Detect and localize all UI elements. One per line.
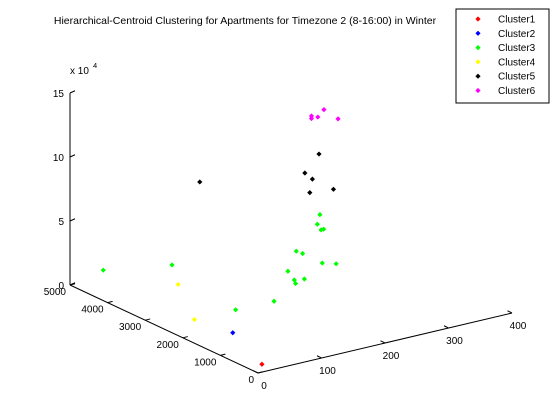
z-tick-mark (69, 218, 76, 222)
x-tick-mark (443, 325, 449, 329)
data-point-cluster6 (308, 113, 315, 119)
legend-marker-cluster5 (475, 73, 481, 79)
x-tick-mark (253, 370, 259, 374)
data-point-cluster3 (317, 212, 323, 218)
legend-label-cluster6: Cluster6 (498, 86, 536, 97)
data-point-cluster5 (302, 170, 308, 176)
data-point-cluster3 (314, 221, 320, 227)
chart-title: Hierarchical-Centroid Clustering for Apa… (54, 15, 437, 27)
x-tick-label: 100 (319, 366, 336, 377)
x-tick-label: 400 (510, 321, 527, 332)
data-point-cluster3 (319, 260, 325, 266)
legend-marker-cluster1 (475, 16, 481, 22)
legend-marker-cluster4 (475, 59, 481, 65)
legend-marker-cluster3 (475, 45, 481, 51)
y-tick-label: 3000 (119, 322, 142, 333)
legend-label-cluster4: Cluster4 (498, 57, 536, 68)
y-tick-label: 0 (248, 375, 254, 386)
z-multiplier-exponent: 4 (93, 61, 97, 70)
z-tick-mark (69, 90, 76, 94)
legend-marker-cluster2 (475, 30, 481, 36)
z-tick-label: 0 (58, 281, 64, 292)
y-tick-mark (145, 318, 151, 321)
x-tick-label: 0 (261, 381, 267, 392)
z-multiplier-label: x 10 4 (70, 61, 97, 77)
legend-box (455, 8, 550, 104)
y-tick-mark (257, 371, 264, 374)
y-tick-label: 5000 (44, 287, 67, 298)
data-point-cluster2 (230, 330, 236, 336)
x-tick-label: 200 (383, 351, 400, 362)
data-point-cluster6 (335, 116, 341, 122)
legend-marker-cluster6 (475, 87, 481, 94)
x-tick-mark (380, 340, 386, 344)
z-multiplier-base: x 10 (70, 66, 89, 77)
legend-label-cluster5: Cluster5 (498, 72, 536, 83)
z-tick-mark (69, 282, 76, 286)
y-axis-line (69, 284, 259, 374)
legend-label-cluster3: Cluster3 (498, 43, 536, 54)
data-point-cluster4 (191, 316, 197, 323)
data-point-cluster3 (318, 227, 324, 233)
z-tick-label: 10 (53, 153, 65, 164)
data-point-cluster5 (307, 190, 313, 196)
z-tick-label: 15 (53, 89, 65, 100)
legend-label-cluster2: Cluster2 (498, 29, 536, 40)
data-point-cluster3 (285, 268, 291, 274)
data-point-cluster3 (333, 261, 339, 267)
x-tick-mark (316, 355, 322, 359)
data-point-cluster3 (233, 307, 239, 313)
z-tick-label: 5 (58, 217, 64, 228)
data-point-cluster1 (259, 361, 265, 367)
data-point-cluster5 (316, 151, 322, 157)
data-point-cluster6 (315, 114, 321, 120)
y-tick-label: 4000 (81, 305, 104, 316)
y-tick-label: 2000 (157, 340, 180, 351)
data-point-cluster3 (300, 250, 306, 257)
x-tick-label: 300 (446, 336, 463, 347)
y-tick-mark (220, 353, 226, 356)
data-point-cluster5 (197, 179, 203, 185)
data-point-cluster3 (100, 267, 106, 273)
data-point-cluster5 (309, 176, 315, 182)
legend: Cluster1 Cluster2 Cluster3 Cluster4 Cluster5… (455, 8, 550, 104)
data-point-cluster3 (301, 276, 307, 282)
data-point-cluster3 (293, 248, 299, 254)
data-point-cluster6 (321, 107, 327, 113)
data-point-cluster4 (175, 281, 181, 288)
z-tick-mark (69, 154, 76, 158)
data-point-cluster5 (330, 186, 337, 192)
y-tick-label: 1000 (194, 357, 217, 368)
data-points (100, 107, 341, 367)
legend-label-cluster1: Cluster1 (498, 15, 536, 26)
y-tick-mark (107, 300, 113, 304)
data-point-cluster3 (292, 280, 299, 287)
x-tick-mark (507, 310, 513, 314)
data-point-cluster3 (321, 226, 327, 232)
y-tick-mark (182, 336, 188, 339)
data-point-cluster3 (169, 262, 175, 268)
data-point-cluster3 (271, 298, 277, 304)
